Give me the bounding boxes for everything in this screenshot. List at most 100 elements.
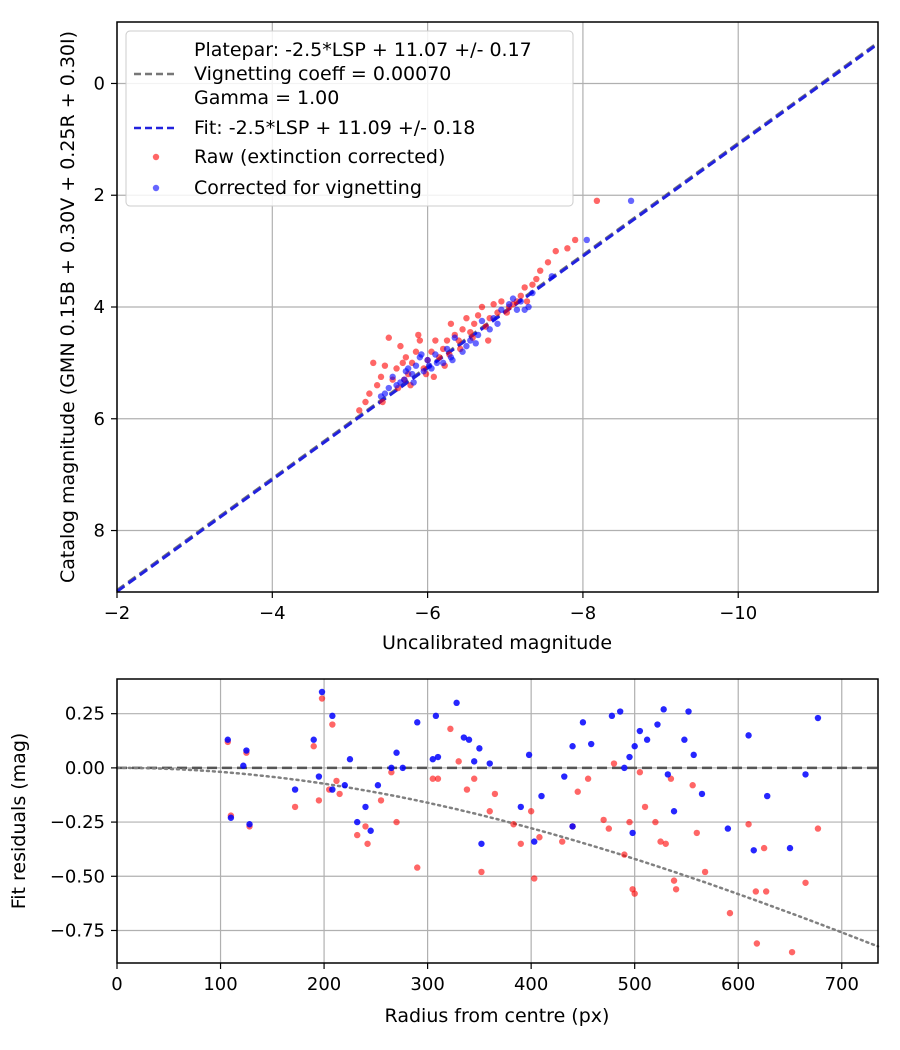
corrected-residual-point [660,706,667,713]
corrected-residual-point [616,708,624,715]
corrected-residual-point [643,736,651,743]
raw-residual-point [455,758,462,765]
raw-residual-point [336,790,343,798]
raw-residual-point [429,775,436,782]
corrected-residual-point [341,782,348,789]
raw-residual-point [310,743,317,750]
corrected-residual-point [690,751,697,759]
corrected-point [385,384,392,392]
corrected-residual-point [685,708,692,715]
top-x-tick-label: −2 [104,603,131,624]
legend-corrected-marker [152,184,160,192]
raw-residual-point [701,868,709,876]
corrected-residual-point [329,786,336,793]
corrected-point [425,362,433,369]
top-fit-lines [116,41,879,593]
top-x-tick-label: −10 [719,603,757,624]
top-x-tick-label: −6 [414,603,441,624]
corrected-residual-point [227,814,235,821]
corrected-residual-point [243,747,250,754]
raw-point [397,342,404,350]
legend-corrected-label: Corrected for vignetting [194,177,422,199]
top-x-tick-label: −4 [259,603,286,624]
corrected-residual-point [569,823,576,830]
bottom-y-tick-label: 0.00 [65,758,105,779]
bottom-x-tick-label: 200 [307,974,341,995]
raw-residual-point [517,840,524,847]
raw-residual-point [318,695,326,702]
corrected-point [472,340,479,347]
corrected-residual-point [224,736,231,743]
corrected-residual-point [670,808,678,815]
corrected-residual-point [588,740,595,748]
corrected-residual-point [569,743,576,750]
corrected-residual-point [240,762,247,769]
bottom-y-tick-label: 0.25 [65,704,105,725]
raw-residual-point [333,777,340,785]
raw-residual-point [584,775,592,782]
raw-point [430,373,438,381]
corrected-residual-point [802,771,809,778]
corrected-residual-point [517,803,524,811]
corrected-residual-point [631,743,638,750]
raw-residual-point [621,851,628,858]
top-x-axis-title: Uncalibrated magnitude [382,632,612,654]
raw-point [517,292,524,300]
corrected-residual-point [362,803,369,811]
fit-line [116,42,879,593]
raw-residual-point [531,875,538,882]
raw-point [415,331,422,339]
corrected-residual-point [681,736,688,743]
raw-residual-point [377,797,385,804]
raw-residual-point [636,769,644,776]
raw-residual-point [788,948,796,956]
raw-point [467,328,474,336]
corrected-point [402,368,410,375]
corrected-residual-point [315,773,323,780]
bottom-x-tick-label: 600 [721,974,755,995]
raw-residual-point [689,782,696,789]
corrected-residual-point [310,736,317,743]
raw-point [529,281,536,288]
raw-point [379,398,386,406]
raw-point [478,303,486,311]
raw-residual-point [605,825,613,832]
corrected-residual-point [654,721,661,728]
raw-point [537,267,544,274]
corrected-point [548,273,556,280]
corrected-residual-point [465,736,473,743]
raw-point [443,337,451,344]
corrected-residual-point [318,688,326,696]
raw-point [393,365,400,372]
raw-point [463,314,470,322]
bottom-x-tick-label: 400 [514,974,548,995]
vignetting-model-curve [115,766,880,948]
corrected-point [433,359,441,367]
corrected-residual-point [724,825,732,832]
corrected-residual-point [538,792,545,800]
corrected-point [486,326,493,333]
raw-residual-point [662,840,669,847]
raw-residual-point [641,803,649,811]
corrected-residual-point [745,732,752,739]
corrected-point [412,362,420,369]
bottom-x-tick-label: 500 [618,974,652,995]
bottom-y-tick-label: −0.50 [50,866,105,887]
raw-point [474,312,482,319]
bottom-x-tick-label: 300 [410,974,444,995]
raw-point [544,259,552,266]
corrected-residual-point [388,764,395,772]
bottom-x-axis-title: Radius from centre (px) [385,1005,610,1027]
bottom-y-axis-title: Fit residuals (mag) [8,733,30,910]
corrected-residual-point [367,827,374,834]
corrected-point [420,368,427,375]
corrected-point [517,298,524,305]
fit-residuals-chart: 0 100 200 300 400 500 600 700 0.25 0.00 −0.25 −0.50… [8,678,880,1027]
legend-raw-marker [152,153,160,161]
top-y-axis-title: Catalog magnitude (GMN 0.15B + 0.30V + 0… [57,31,79,583]
corrected-point [451,334,458,341]
raw-point [366,390,373,397]
raw-residual-point [364,840,371,847]
corrected-residual-point [374,782,382,789]
